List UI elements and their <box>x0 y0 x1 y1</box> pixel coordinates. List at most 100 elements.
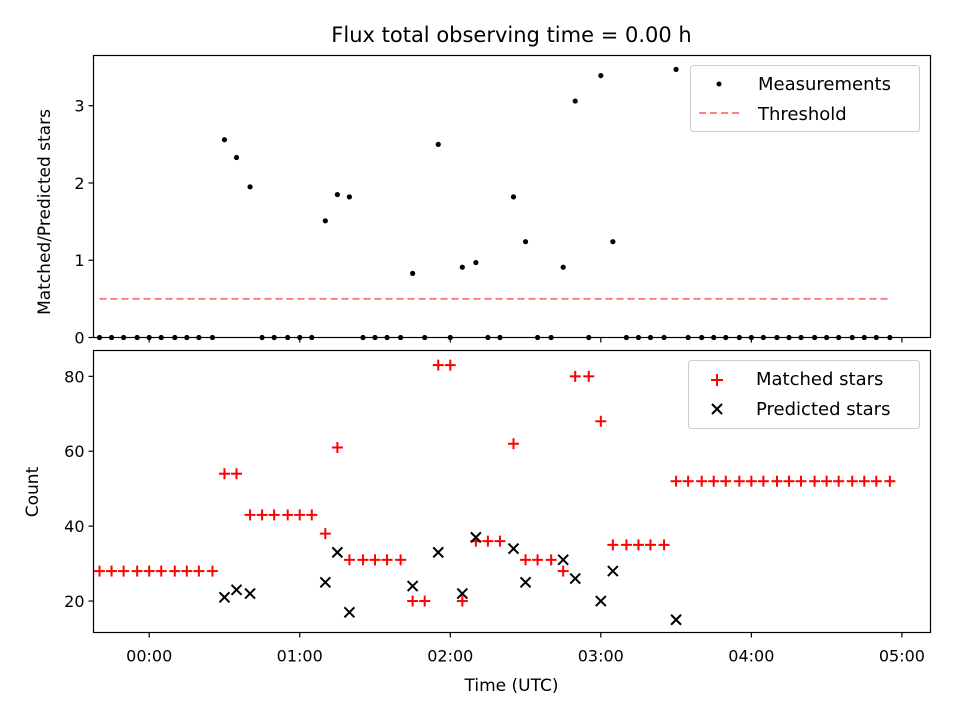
measurement-point <box>673 66 679 73</box>
measurement-point <box>221 137 228 143</box>
matched-star-point <box>155 565 167 577</box>
top-y-axis-label: Matched/Predicted stars <box>35 109 55 315</box>
matched-star-point <box>444 359 456 371</box>
matched-star-point <box>169 565 181 577</box>
legend-predicted-marker <box>711 403 723 415</box>
x-tick-label: 01:00 <box>277 647 323 666</box>
bottom-legend-box <box>688 360 920 429</box>
measurement-point <box>510 194 517 200</box>
legend-predicted-label: Predicted stars <box>756 399 890 420</box>
measurement-point <box>473 259 479 266</box>
legend-measurements-label: Measurements <box>758 74 891 95</box>
measurement-point <box>322 218 328 224</box>
matched-star-point <box>419 595 431 607</box>
measurement-point <box>572 98 578 104</box>
x-tick-label: 04:00 <box>728 647 774 666</box>
matched-star-point <box>181 565 193 577</box>
matched-star-point <box>131 565 143 577</box>
bottom-legend: Matched stars Predicted stars <box>688 360 920 429</box>
matched-star-point <box>833 475 845 487</box>
bottom-y-tick-label: 20 <box>64 592 84 611</box>
matched-star-point <box>456 595 468 607</box>
matched-star-point <box>244 509 256 521</box>
matched-star-point <box>583 370 595 382</box>
matched-star-point <box>395 554 407 566</box>
matched-star-point <box>658 539 670 551</box>
x-tick-label: 02:00 <box>427 647 473 666</box>
matched-star-point <box>357 554 369 566</box>
bottom-y-tick-label: 40 <box>64 517 84 536</box>
matched-star-point <box>870 475 882 487</box>
bottom-y-tick-label: 60 <box>64 442 84 461</box>
x-tick-label: 05:00 <box>879 647 925 666</box>
matched-star-point <box>720 475 732 487</box>
matched-star-point <box>193 565 205 577</box>
matched-star-point <box>494 535 506 547</box>
matched-star-point <box>545 554 557 566</box>
matched-star-point <box>557 565 569 577</box>
matched-star-point <box>206 565 218 577</box>
matched-star-point <box>508 438 520 450</box>
matched-star-point <box>532 554 544 566</box>
predicted-star-point <box>331 546 344 559</box>
matched-star-point <box>607 539 619 551</box>
top-legend: Measurements Threshold <box>690 65 920 132</box>
predicted-star-point <box>607 565 619 577</box>
matched-star-point <box>771 475 783 487</box>
matched-star-point <box>644 539 656 551</box>
matched-star-point <box>846 475 858 487</box>
measurement-point <box>334 191 340 198</box>
bottom-y-ticks: 20 40 60 80 <box>64 367 94 611</box>
matched-star-point <box>256 509 268 521</box>
x-tick-label: 03:00 <box>578 647 624 666</box>
matched-star-point <box>682 475 694 487</box>
top-y-ticks: 0 1 2 3 <box>74 97 94 348</box>
matched-star-point <box>218 468 230 480</box>
predicted-star-point <box>519 576 532 589</box>
top-y-tick-label: 2 <box>74 174 84 193</box>
measurement-point <box>435 141 441 147</box>
measurement-point <box>610 239 616 245</box>
matched-star-point <box>783 475 795 487</box>
predicted-star-point <box>406 580 419 592</box>
bottom-y-axis-label: Count <box>23 466 43 517</box>
matched-star-point <box>482 535 494 547</box>
predicted-star-point <box>470 531 482 544</box>
matched-star-point <box>620 539 632 551</box>
matched-star-point <box>118 565 130 577</box>
matched-star-point <box>231 468 243 480</box>
matched-star-point <box>632 539 644 551</box>
bottom-plot-area <box>94 359 896 626</box>
bottom-x-ticks: 00:00 01:00 02:00 03:00 04:00 05:00 <box>126 632 925 666</box>
matched-star-point <box>733 475 745 487</box>
matched-star-point <box>268 509 280 521</box>
matched-star-point <box>319 528 331 540</box>
matched-star-point <box>432 359 444 371</box>
matched-star-point <box>696 475 708 487</box>
top-legend-box <box>690 65 920 132</box>
top-x-ticks <box>148 337 903 343</box>
predicted-star-point <box>218 591 231 604</box>
matched-star-point <box>595 415 607 427</box>
matched-star-point <box>294 509 306 521</box>
matched-star-point <box>369 554 381 566</box>
bottom-y-tick-label: 80 <box>64 367 84 386</box>
measurement-point <box>346 194 353 200</box>
matched-star-point <box>569 370 581 382</box>
measurement-point <box>233 154 240 161</box>
legend-matched-label: Matched stars <box>756 369 883 390</box>
top-plot-frame <box>92 54 932 339</box>
matched-star-point <box>858 475 870 487</box>
matched-star-point <box>745 475 757 487</box>
predicted-star-point <box>456 587 469 600</box>
predicted-star-point <box>557 554 569 566</box>
predicted-star-point <box>595 595 607 607</box>
top-chart-title: Flux total observing time = 0.00 h <box>331 23 691 47</box>
matched-star-point <box>757 475 769 487</box>
matched-star-point <box>306 509 318 521</box>
predicted-star-point <box>230 584 243 596</box>
top-y-tick-label: 1 <box>74 251 84 270</box>
matched-star-point <box>821 475 833 487</box>
measurement-point <box>410 270 416 276</box>
